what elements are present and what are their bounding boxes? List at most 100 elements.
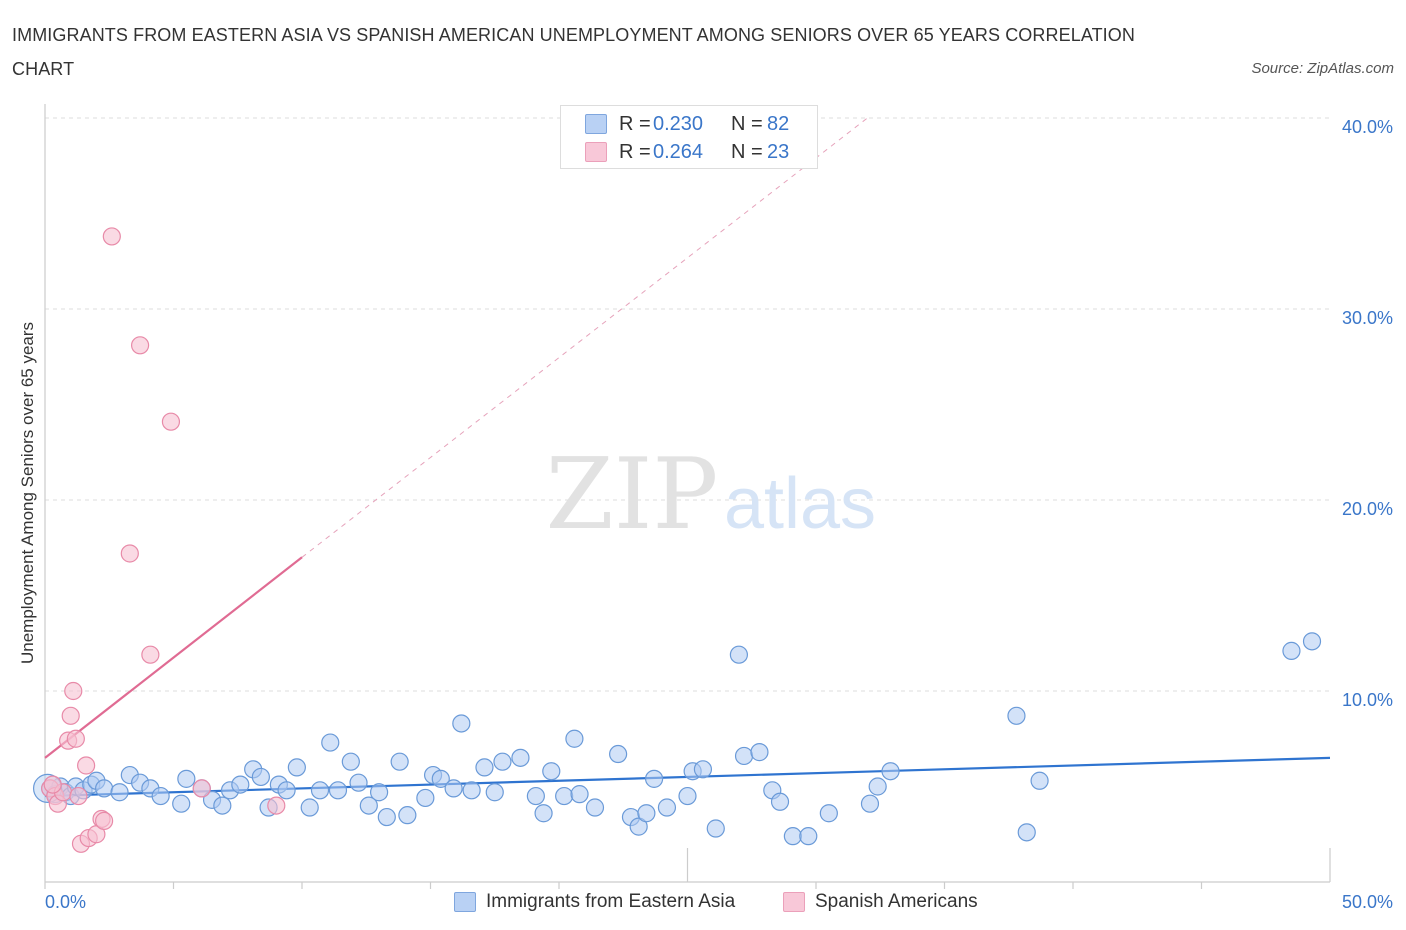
legend-swatch-pink xyxy=(585,142,607,162)
point-eastern-asia xyxy=(300,798,319,817)
point-eastern-asia xyxy=(734,746,754,766)
point-eastern-asia xyxy=(431,769,450,788)
point-eastern-asia xyxy=(110,783,129,802)
point-eastern-asia xyxy=(462,781,481,800)
legend-label: Spanish Americans xyxy=(815,891,978,912)
point-eastern-asia xyxy=(177,769,196,788)
point-eastern-asia xyxy=(1302,632,1322,651)
point-eastern-asia xyxy=(644,769,664,788)
point-eastern-asia xyxy=(359,796,378,815)
point-spanish-americans xyxy=(102,227,121,246)
point-eastern-asia xyxy=(542,762,561,781)
point-eastern-asia xyxy=(277,781,296,800)
point-eastern-asia xyxy=(287,758,306,777)
point-eastern-asia xyxy=(151,786,170,806)
point-eastern-asia xyxy=(729,645,749,664)
point-spanish-americans xyxy=(267,796,286,815)
point-eastern-asia xyxy=(534,804,553,823)
point-eastern-asia xyxy=(693,760,713,779)
point-eastern-asia xyxy=(1282,641,1301,660)
point-eastern-asia xyxy=(493,752,512,771)
point-eastern-asia xyxy=(868,777,887,796)
trend-line-spanish-americans xyxy=(44,556,303,759)
chart-title: IMMIGRANTS FROM EASTERN ASIA VS SPANISH … xyxy=(12,25,1135,79)
point-eastern-asia xyxy=(95,779,114,798)
point-eastern-asia xyxy=(678,786,697,806)
point-eastern-asia xyxy=(1007,706,1026,725)
point-eastern-asia xyxy=(570,785,589,804)
legend-r-label: R = xyxy=(619,141,651,163)
point-eastern-asia xyxy=(390,752,409,771)
y-tick-label: 20.0% xyxy=(1342,499,1393,519)
legend-n-value: 23 xyxy=(767,141,790,163)
point-eastern-asia xyxy=(657,798,677,817)
watermark-zip: ZIP xyxy=(546,438,719,552)
point-eastern-asia xyxy=(321,733,340,752)
axes xyxy=(44,104,1331,889)
y-tick-label: 30.0% xyxy=(1342,308,1393,328)
x-tick-label: 50.0% xyxy=(1342,892,1393,912)
gridlines xyxy=(45,117,1330,692)
point-eastern-asia xyxy=(1017,823,1036,842)
point-eastern-asia xyxy=(349,773,368,792)
point-eastern-asia xyxy=(511,748,530,767)
point-eastern-asia xyxy=(750,743,769,762)
point-eastern-asia xyxy=(398,806,417,825)
point-eastern-asia xyxy=(565,729,584,748)
data-points xyxy=(32,227,1322,853)
point-eastern-asia xyxy=(819,804,838,823)
legend-r-label: R = xyxy=(619,113,651,135)
point-spanish-americans xyxy=(141,645,160,664)
source-credit: Source: ZipAtlas.com xyxy=(1251,60,1394,77)
point-spanish-americans xyxy=(64,681,83,701)
legend-r-value: 0.230 xyxy=(653,113,704,135)
point-eastern-asia xyxy=(799,827,818,846)
legend-swatch-blue xyxy=(585,114,607,134)
point-eastern-asia xyxy=(341,752,360,771)
point-eastern-asia xyxy=(370,783,389,802)
point-spanish-americans xyxy=(95,811,114,830)
watermark-atlas: atlas xyxy=(724,464,876,544)
legend-swatch-pink xyxy=(783,892,805,912)
point-eastern-asia xyxy=(526,786,545,806)
point-spanish-americans xyxy=(43,775,62,794)
y-axis-label: Unemployment Among Seniors over 65 years xyxy=(18,321,37,665)
point-eastern-asia xyxy=(452,714,471,733)
legend-label: Immigrants from Eastern Asia xyxy=(486,891,736,912)
point-eastern-asia xyxy=(310,781,330,800)
point-eastern-asia xyxy=(783,827,802,846)
correlation-legend: R = 0.230 N = 82 R = 0.264 N = 23 xyxy=(560,105,818,169)
point-eastern-asia xyxy=(377,807,396,827)
y-tick-label: 40.0% xyxy=(1342,117,1393,137)
point-spanish-americans xyxy=(120,544,139,563)
point-eastern-asia xyxy=(637,804,656,823)
point-eastern-asia xyxy=(706,819,725,838)
point-eastern-asia xyxy=(485,783,504,802)
point-eastern-asia xyxy=(1030,771,1049,790)
tick-labels: 10.0% 20.0% 30.0% 40.0% 0.0% 50.0% xyxy=(45,117,1393,912)
legend-r-value: 0.264 xyxy=(653,141,704,163)
point-eastern-asia xyxy=(172,794,191,813)
y-tick-label: 10.0% xyxy=(1342,690,1393,710)
point-eastern-asia xyxy=(475,758,494,777)
point-spanish-americans xyxy=(77,756,96,775)
point-eastern-asia xyxy=(328,781,348,800)
point-eastern-asia xyxy=(881,762,900,781)
point-spanish-americans xyxy=(161,412,181,431)
point-eastern-asia xyxy=(213,796,232,815)
point-eastern-asia xyxy=(231,775,250,794)
watermark: ZIP atlas xyxy=(546,438,876,552)
point-eastern-asia xyxy=(416,788,435,808)
point-spanish-americans xyxy=(130,336,150,355)
point-spanish-americans xyxy=(61,706,80,725)
point-eastern-asia xyxy=(444,779,463,798)
point-eastern-asia xyxy=(770,792,790,811)
point-eastern-asia xyxy=(555,786,574,806)
legend-n-label: N = xyxy=(731,141,763,163)
point-eastern-asia xyxy=(860,794,880,813)
legend-swatch-blue xyxy=(454,892,476,912)
legend-n-value: 82 xyxy=(767,113,790,135)
x-tick-label: 0.0% xyxy=(45,892,86,912)
point-spanish-americans xyxy=(69,786,88,806)
